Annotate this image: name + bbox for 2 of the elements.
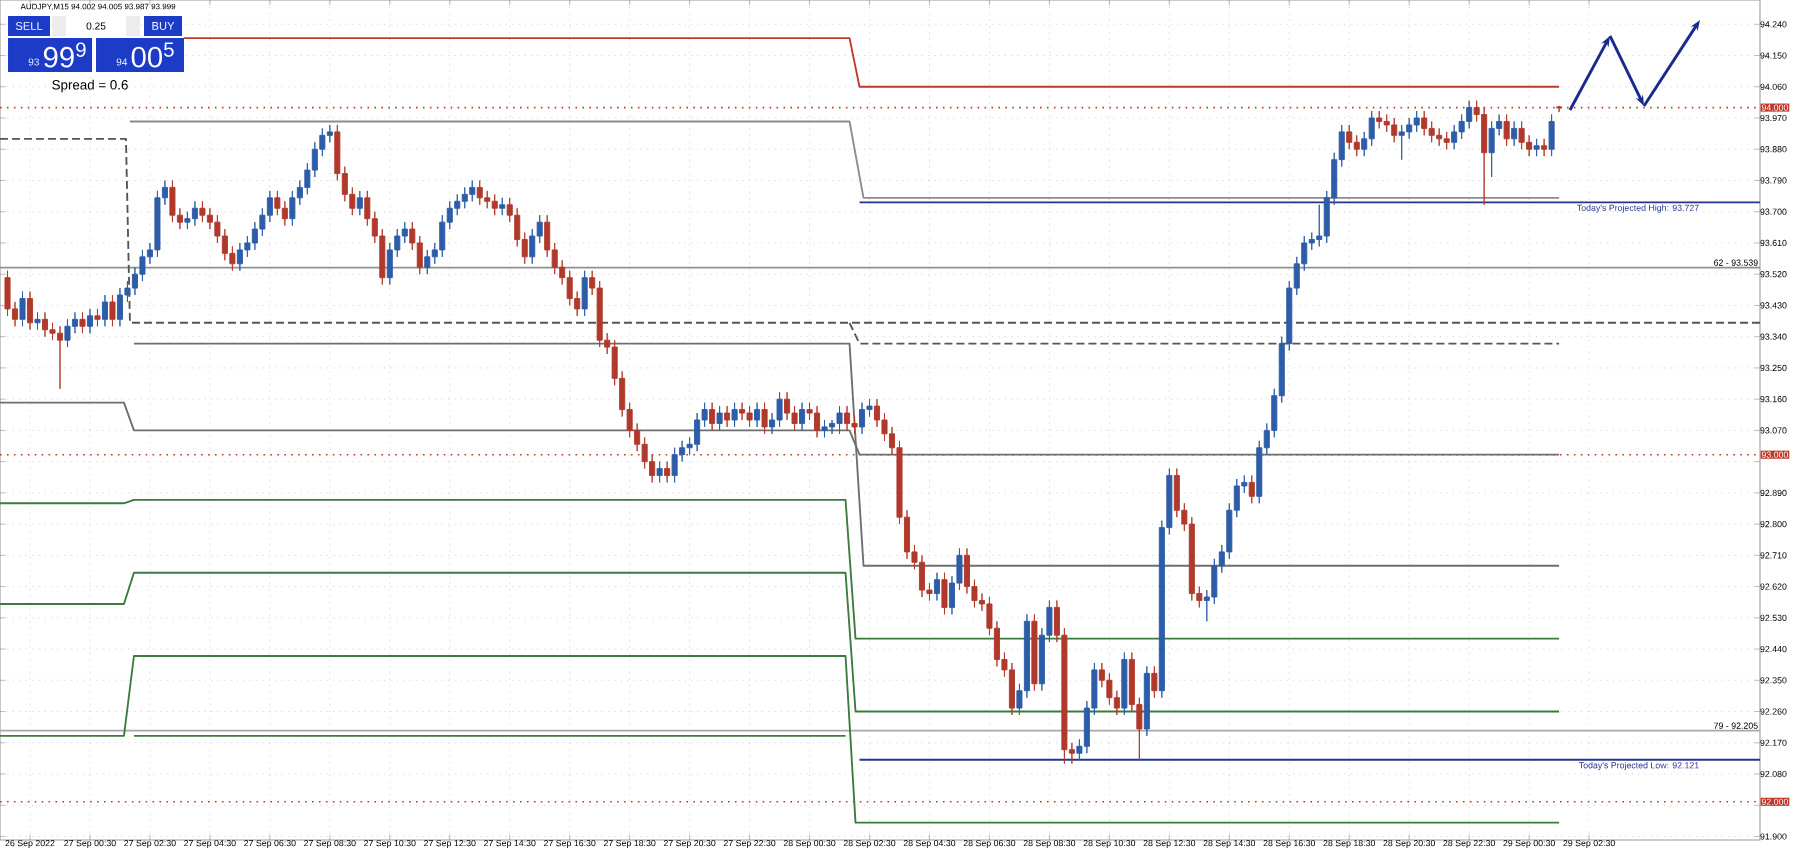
annotation: 00$^{5}$ <box>131 42 174 68</box>
annotation: 99$^{9}$ <box>43 42 86 68</box>
